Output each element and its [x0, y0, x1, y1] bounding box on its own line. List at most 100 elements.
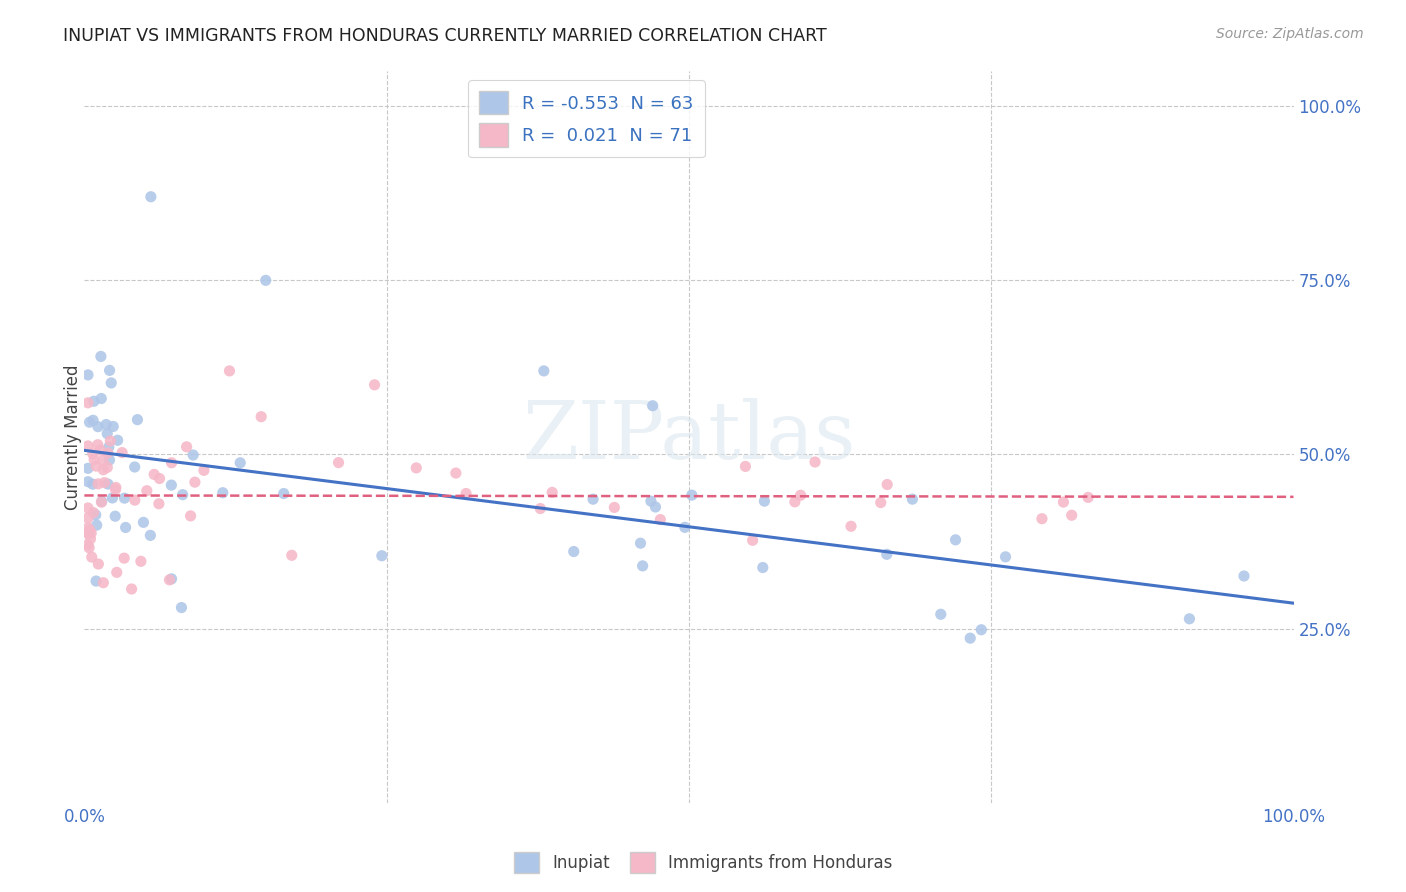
Point — [77, 475, 100, 489]
Point — [582, 492, 605, 507]
Point — [103, 419, 125, 434]
Point — [371, 549, 394, 563]
Point — [77, 511, 100, 525]
Point — [250, 409, 273, 424]
Point — [273, 486, 295, 500]
Point — [98, 363, 121, 377]
Point — [218, 364, 240, 378]
Point — [945, 533, 967, 547]
Point — [87, 557, 110, 571]
Point — [170, 600, 193, 615]
Point — [640, 494, 662, 508]
Point — [129, 554, 152, 568]
Point — [86, 518, 108, 533]
Point — [254, 273, 277, 287]
Point — [180, 508, 202, 523]
Point — [184, 475, 207, 490]
Legend: R = -0.553  N = 63, R =  0.021  N = 71: R = -0.553 N = 63, R = 0.021 N = 71 — [468, 80, 704, 158]
Text: ZIPatlas: ZIPatlas — [522, 398, 856, 476]
Legend: Inupiat, Immigrants from Honduras: Inupiat, Immigrants from Honduras — [508, 846, 898, 880]
Point — [87, 476, 110, 491]
Point — [100, 376, 122, 390]
Point — [160, 572, 183, 586]
Point — [181, 448, 204, 462]
Point — [562, 544, 585, 558]
Point — [101, 491, 124, 505]
Point — [135, 483, 157, 498]
Point — [79, 415, 101, 429]
Point — [929, 607, 952, 622]
Point — [172, 488, 194, 502]
Point — [1052, 495, 1074, 509]
Point — [804, 455, 827, 469]
Point — [405, 461, 427, 475]
Point — [789, 488, 811, 502]
Point — [1077, 491, 1099, 505]
Point — [114, 520, 136, 534]
Point — [160, 456, 183, 470]
Point — [77, 396, 100, 410]
Point — [97, 446, 120, 460]
Point — [97, 440, 120, 454]
Point — [104, 483, 127, 497]
Point — [139, 190, 162, 204]
Point — [83, 394, 105, 409]
Point — [77, 500, 100, 515]
Point — [176, 440, 198, 454]
Point — [159, 573, 181, 587]
Point — [1060, 508, 1083, 523]
Point — [98, 434, 121, 448]
Point — [644, 500, 666, 514]
Point — [82, 506, 104, 520]
Point — [681, 488, 703, 502]
Point — [193, 463, 215, 477]
Point — [79, 532, 101, 546]
Point — [82, 413, 104, 427]
Point — [87, 419, 110, 434]
Point — [132, 516, 155, 530]
Point — [139, 528, 162, 542]
Point — [82, 477, 104, 491]
Point — [143, 467, 166, 482]
Point — [96, 460, 118, 475]
Point — [148, 497, 170, 511]
Point — [77, 521, 100, 535]
Point — [84, 574, 107, 588]
Point — [741, 533, 763, 548]
Point — [77, 538, 100, 552]
Point — [77, 525, 100, 540]
Point — [124, 460, 146, 475]
Point — [541, 485, 564, 500]
Point — [650, 513, 672, 527]
Point — [1233, 569, 1256, 583]
Point — [970, 623, 993, 637]
Point — [160, 478, 183, 492]
Point — [80, 550, 103, 565]
Point — [91, 453, 114, 467]
Point — [603, 500, 626, 515]
Point — [112, 551, 135, 566]
Point — [127, 412, 149, 426]
Point — [529, 501, 551, 516]
Point — [631, 558, 654, 573]
Point — [77, 439, 100, 453]
Point — [281, 549, 304, 563]
Point — [363, 377, 385, 392]
Point — [77, 368, 100, 382]
Point — [77, 526, 100, 541]
Point — [839, 519, 862, 533]
Point — [673, 520, 696, 534]
Point — [641, 399, 664, 413]
Point — [104, 509, 127, 524]
Point — [876, 477, 898, 491]
Point — [84, 508, 107, 522]
Point — [124, 493, 146, 508]
Point — [77, 461, 100, 475]
Point — [959, 631, 981, 645]
Point — [82, 447, 104, 461]
Point — [93, 475, 115, 490]
Point — [96, 426, 118, 441]
Point — [90, 495, 112, 509]
Point — [77, 541, 100, 555]
Point — [83, 452, 105, 467]
